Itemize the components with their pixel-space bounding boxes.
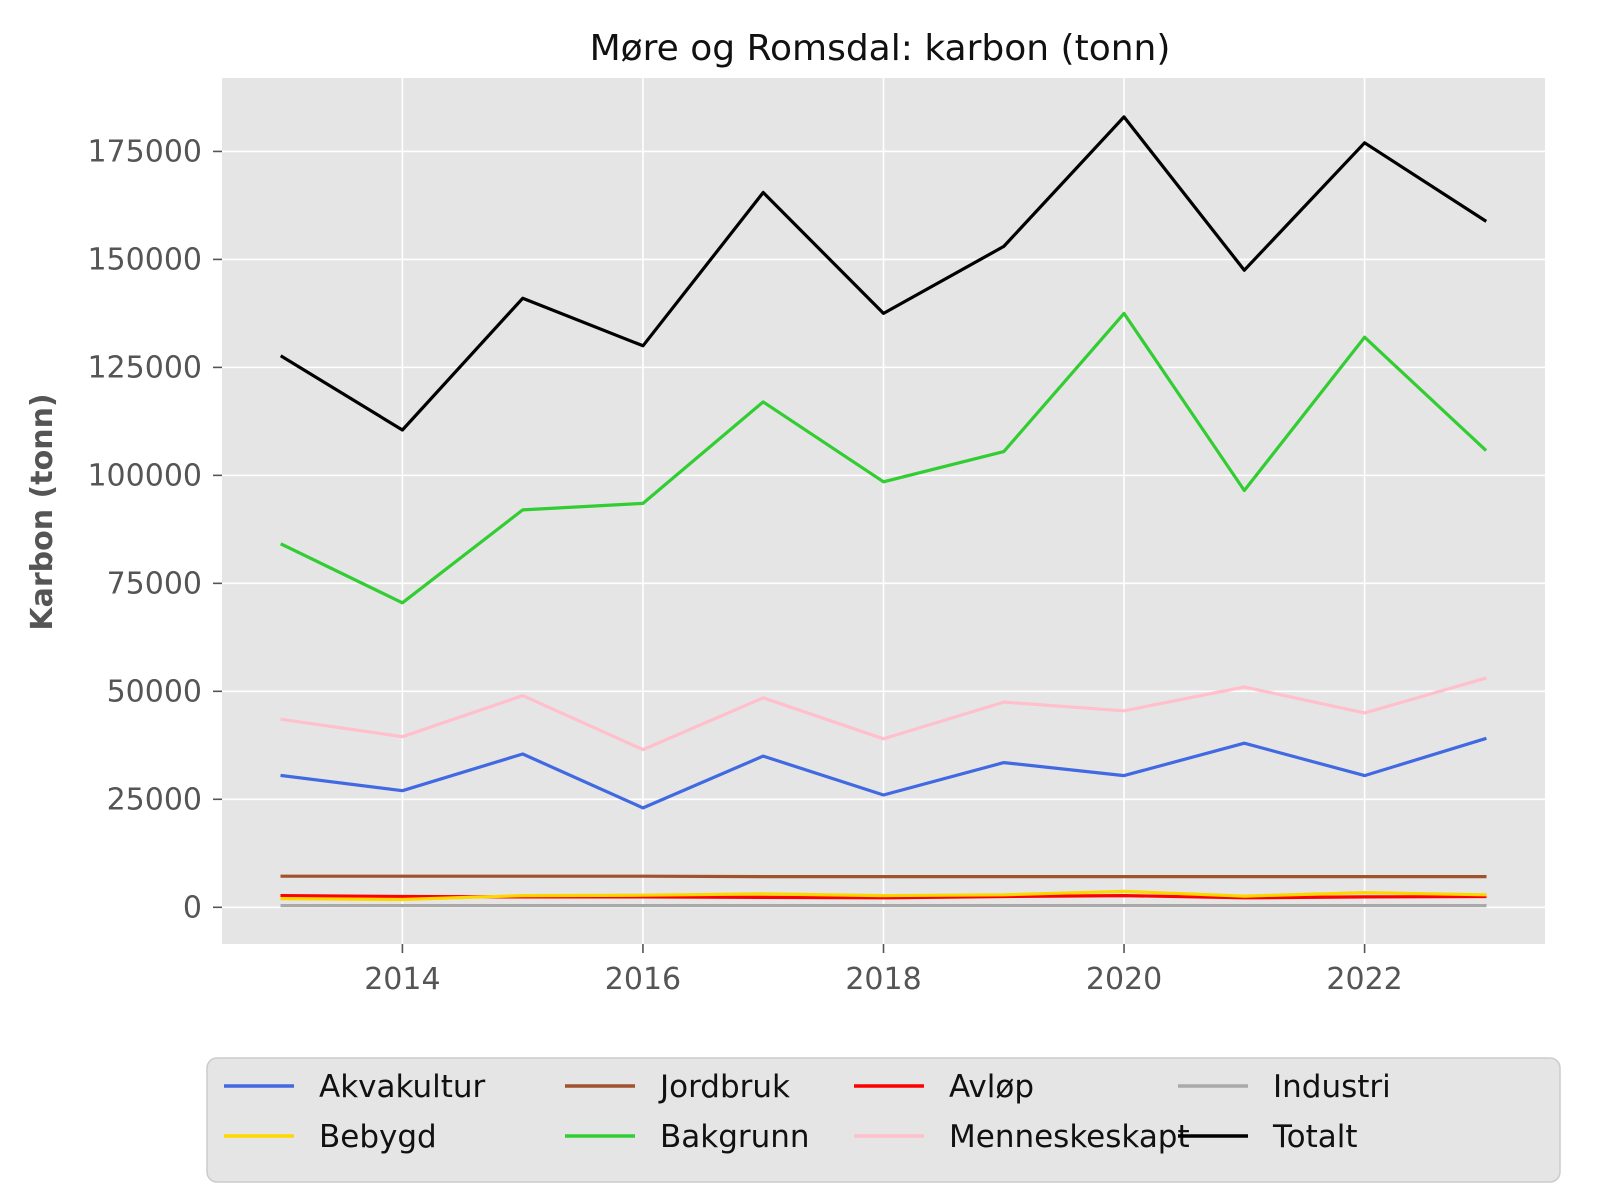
legend-label: Industri (1273, 1069, 1391, 1105)
y-tick-label: 150000 (87, 242, 202, 277)
legend-item: Menneskeskapt (854, 1119, 1190, 1155)
x-tick-label: 2020 (1086, 962, 1162, 997)
y-tick-label: 0 (183, 890, 202, 925)
legend-item: Akvakultur (224, 1069, 486, 1105)
y-tick-label: 100000 (87, 458, 202, 493)
legend-item: Avløp (854, 1069, 1034, 1105)
series-lines (279, 115, 1488, 908)
series-line-bebygd (280, 889, 1487, 902)
y-axis-ticks: 0 25000 50000 75000 100000 125000 150000 175000 (87, 134, 222, 925)
y-tick-label: 25000 (107, 782, 202, 817)
series-line-menneskeskapt (280, 676, 1487, 752)
legend-item: Bebygd (224, 1119, 437, 1155)
legend-label: Totalt (1272, 1119, 1358, 1155)
series-line-totalt (279, 115, 1488, 432)
y-tick-label: 50000 (107, 674, 202, 709)
legend-label: Menneskeskapt (949, 1119, 1190, 1155)
legend-items: Akvakultur Jordbruk Avløp Industri Bebygd Bak… (224, 1069, 1391, 1155)
x-tick-label: 2016 (605, 962, 681, 997)
legend: Akvakultur Jordbruk Avløp Industri Bebygd Bak… (206, 1057, 1561, 1183)
x-tick-label: 2022 (1326, 962, 1402, 997)
x-axis-ticks: 2014 2016 2018 2020 2022 (364, 944, 1403, 997)
legend-item: Industri (1178, 1069, 1391, 1105)
legend-label: Bakgrunn (660, 1119, 810, 1155)
y-tick-label: 125000 (87, 350, 202, 385)
grid-lines (222, 78, 1545, 944)
legend-item: Totalt (1178, 1119, 1358, 1155)
series-line-akvakultur (280, 736, 1487, 810)
y-axis-label: Karbon (tonn) (25, 393, 60, 630)
series-line-bakgrunn (279, 311, 1488, 605)
legend-item: Jordbruk (565, 1069, 790, 1105)
legend-label: Bebygd (319, 1119, 437, 1155)
y-tick-label: 75000 (107, 566, 202, 601)
legend-item: Bakgrunn (565, 1119, 810, 1155)
legend-box (206, 1057, 1561, 1183)
chart-title: Møre og Romsdal: karbon (tonn) (590, 28, 1171, 69)
x-tick-label: 2014 (364, 962, 440, 997)
x-tick-label: 2018 (845, 962, 921, 997)
y-tick-label: 175000 (87, 134, 202, 169)
legend-label: Jordbruk (658, 1069, 790, 1105)
legend-label: Avløp (949, 1069, 1034, 1105)
legend-label: Akvakultur (319, 1069, 486, 1105)
